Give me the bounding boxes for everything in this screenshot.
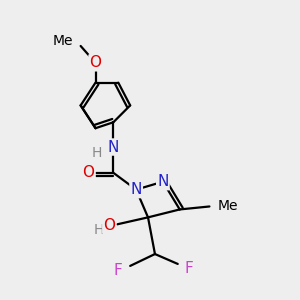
Text: Me: Me xyxy=(218,200,238,214)
Text: O: O xyxy=(103,218,115,233)
Text: H: H xyxy=(94,223,104,237)
Text: N: N xyxy=(157,174,169,189)
Text: F: F xyxy=(113,263,122,278)
Text: O: O xyxy=(82,165,94,180)
Text: Me: Me xyxy=(52,34,73,48)
Text: N: N xyxy=(108,140,119,154)
Text: N: N xyxy=(130,182,142,197)
Text: H: H xyxy=(92,146,102,160)
Text: F: F xyxy=(185,261,194,276)
Text: O: O xyxy=(89,55,101,70)
